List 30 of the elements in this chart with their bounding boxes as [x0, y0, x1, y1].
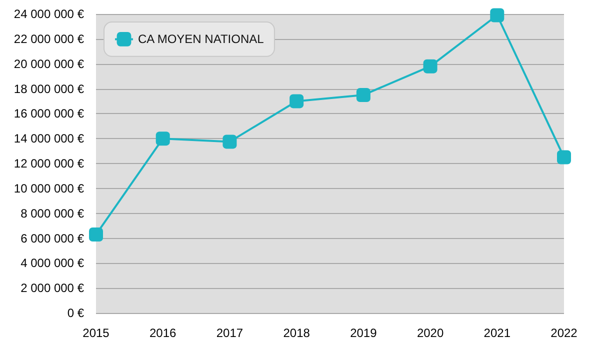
y-tick-label: 6 000 000 €: [20, 231, 84, 246]
point: [156, 132, 170, 146]
x-tick-label: 2021: [484, 326, 511, 340]
y-tick-label: 24 000 000 €: [14, 7, 84, 21]
point: [356, 88, 370, 102]
y-tick-label: 20 000 000 €: [14, 56, 84, 71]
point: [490, 8, 504, 22]
point: [290, 94, 304, 108]
y-tick-label: 22 000 000 €: [14, 32, 84, 46]
y-tick-label: 8 000 000 €: [20, 206, 84, 220]
x-tick-label: 2022: [550, 326, 578, 340]
x-tick-label: 2019: [350, 326, 378, 340]
point: [423, 59, 438, 74]
y-tick-label: 12 000 000 €: [14, 156, 84, 170]
y-tick-label: 0 €: [67, 306, 84, 320]
legend-label: CA MOYEN NATIONAL: [138, 32, 264, 46]
y-tick-label: 14 000 000 €: [14, 132, 84, 146]
point: [222, 134, 237, 149]
x-tick-label: 2020: [416, 326, 444, 340]
x-tick-label: 2016: [150, 326, 177, 340]
y-tick-label: 10 000 000 €: [14, 181, 84, 196]
y-tick-label: 2 000 000 €: [20, 281, 84, 296]
x-tick-label: 2018: [283, 326, 310, 340]
x-tick-label: 2015: [82, 326, 110, 340]
y-tick-label: 18 000 000 €: [14, 82, 84, 96]
point: [89, 228, 103, 242]
y-tick-label: 4 000 000 €: [20, 256, 84, 270]
x-tick-label: 2017: [216, 326, 244, 340]
point: [557, 150, 571, 164]
y-tick-label: 16 000 000 €: [14, 106, 84, 121]
